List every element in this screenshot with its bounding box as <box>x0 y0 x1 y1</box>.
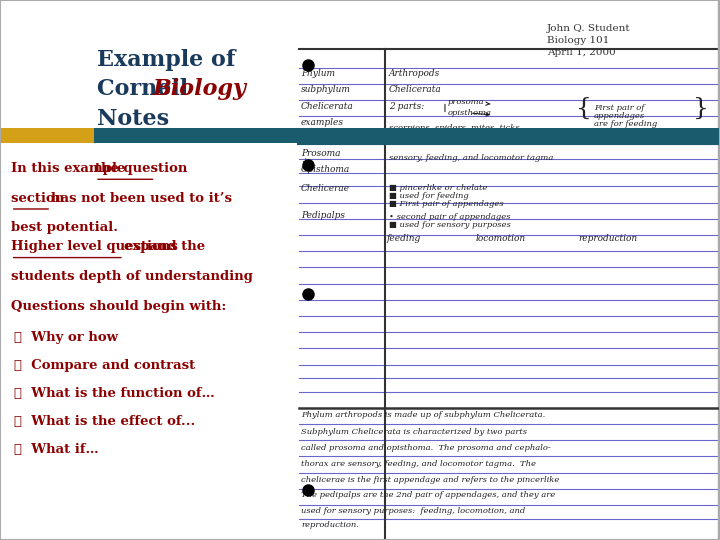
Text: Opisthoma: Opisthoma <box>301 165 350 174</box>
Text: appendages: appendages <box>594 112 645 120</box>
Text: students depth of understanding: students depth of understanding <box>11 270 253 283</box>
Text: ■ pincerlike or chelate: ■ pincerlike or chelate <box>389 184 487 192</box>
Text: ■ First pair of appendages: ■ First pair of appendages <box>389 200 503 208</box>
Text: Chelicerata: Chelicerata <box>389 85 441 94</box>
Text: In this example: In this example <box>11 162 130 175</box>
FancyBboxPatch shape <box>0 128 94 143</box>
Text: First pair of: First pair of <box>594 104 644 112</box>
Text: +: + <box>301 157 308 166</box>
Text: {: { <box>576 97 592 119</box>
Text: ➤  What is the effect of...: ➤ What is the effect of... <box>14 415 196 428</box>
Text: has not been used to it’s: has not been used to it’s <box>51 192 232 205</box>
Text: sensory, feeding, and locomotor tagma: sensory, feeding, and locomotor tagma <box>389 154 553 162</box>
Text: Cornell: Cornell <box>97 78 196 100</box>
Text: Chelicerata: Chelicerata <box>301 102 354 111</box>
Text: Chelicerae: Chelicerae <box>301 184 350 193</box>
Text: Notes: Notes <box>97 108 169 130</box>
Text: • second pair of appendages: • second pair of appendages <box>389 213 510 221</box>
FancyBboxPatch shape <box>94 128 720 143</box>
Text: Example of: Example of <box>97 49 235 71</box>
Text: ➤  Compare and contrast: ➤ Compare and contrast <box>14 359 196 372</box>
Text: feeding: feeding <box>386 234 420 243</box>
Text: Phylum: Phylum <box>301 69 335 78</box>
Text: }: } <box>693 97 709 119</box>
Text: subphylum: subphylum <box>301 85 351 94</box>
Text: Phylum arthropods is made up of subphylum Chelicerata.: Phylum arthropods is made up of subphylu… <box>301 411 545 420</box>
Text: Pedipalps: Pedipalps <box>301 211 345 220</box>
Text: thorax are sensory, feeding, and locomotor tagma.  The: thorax are sensory, feeding, and locomot… <box>301 460 536 468</box>
Text: ■ used for sensory purposes: ■ used for sensory purposes <box>389 221 510 229</box>
Text: ➤  What if…: ➤ What if… <box>14 443 99 456</box>
Text: best potential.: best potential. <box>11 221 118 234</box>
Text: reproduction: reproduction <box>579 234 638 243</box>
Text: prosoma: prosoma <box>448 98 490 106</box>
Text: examples: examples <box>301 118 344 127</box>
Text: used for sensory purposes:  feeding, locomotion, and: used for sensory purposes: feeding, loco… <box>301 507 525 515</box>
Text: John Q. Student
Biology 101
April 1, 2000: John Q. Student Biology 101 April 1, 200… <box>547 24 631 57</box>
Text: opisthoma: opisthoma <box>448 109 492 117</box>
Text: chelicerae is the first appendage and refers to the pincerlike: chelicerae is the first appendage and re… <box>301 476 559 484</box>
Text: The pedipalps are the 2nd pair of appendages, and they are: The pedipalps are the 2nd pair of append… <box>301 491 555 500</box>
Text: 2 parts:: 2 parts: <box>389 102 424 111</box>
Text: Higher level questions: Higher level questions <box>11 240 182 253</box>
Text: expand the: expand the <box>124 240 205 253</box>
Text: Questions should begin with:: Questions should begin with: <box>11 300 226 313</box>
Text: Prosoma: Prosoma <box>301 148 341 158</box>
Text: Subphylum Chelicerata is characterized by two parts: Subphylum Chelicerata is characterized b… <box>301 428 527 436</box>
Text: are for feeding: are for feeding <box>594 120 657 128</box>
Text: Biology: Biology <box>153 78 246 100</box>
Text: locomotion: locomotion <box>475 234 526 243</box>
FancyBboxPatch shape <box>299 0 720 540</box>
Text: scorpions, spiders, mites, ticks: scorpions, spiders, mites, ticks <box>389 124 519 132</box>
Text: section: section <box>11 192 68 205</box>
Text: ■ used for feeding: ■ used for feeding <box>389 192 469 200</box>
Text: reproduction.: reproduction. <box>301 521 359 529</box>
Text: called prosoma and opisthoma.  The prosoma and cephalo-: called prosoma and opisthoma. The prosom… <box>301 444 551 452</box>
Text: ➤  Why or how: ➤ Why or how <box>14 331 118 344</box>
Text: Arthropods: Arthropods <box>389 69 440 78</box>
Text: ➤  What is the function of…: ➤ What is the function of… <box>14 387 215 400</box>
Text: the question: the question <box>95 162 187 175</box>
